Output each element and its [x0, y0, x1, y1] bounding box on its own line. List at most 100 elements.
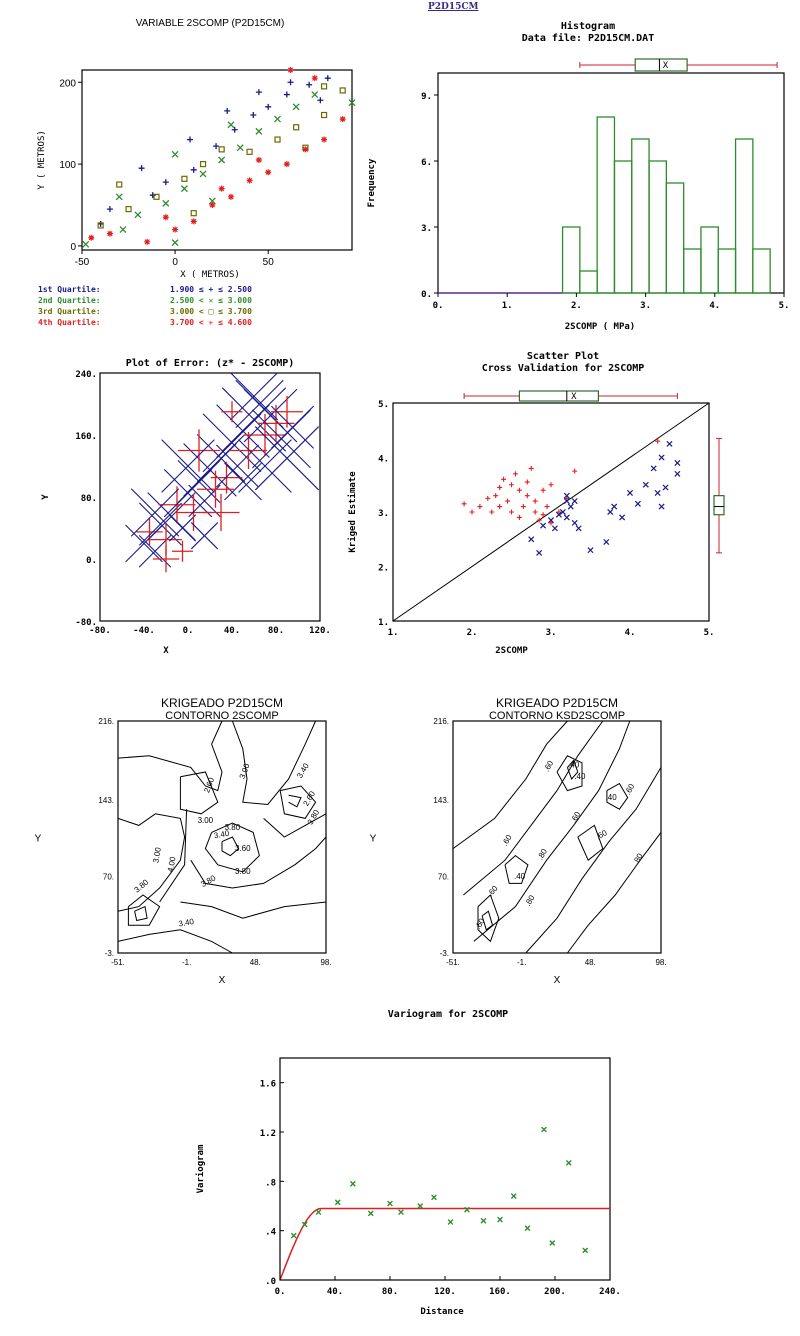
x-tick-label: 120.	[309, 626, 331, 636]
point-plus	[317, 97, 324, 104]
legend-label: 4th Quartile:	[38, 317, 101, 327]
contour-label: 3.80	[225, 823, 241, 832]
point-underestimate	[571, 519, 578, 526]
point-underestimate	[563, 498, 570, 505]
point-overestimate	[532, 509, 538, 515]
error-cross-negative	[254, 426, 320, 491]
variogram-point	[541, 1126, 547, 1133]
variogram-point	[549, 1240, 556, 1246]
point-underestimate	[607, 508, 614, 516]
x-tick-label: 0	[172, 257, 178, 268]
contour-line	[179, 771, 219, 815]
point-overestimate	[528, 465, 534, 471]
y-axis-label: Y	[370, 834, 377, 845]
x-tick-label: 98.	[320, 958, 331, 967]
point-underestimate	[634, 500, 641, 507]
point-underestimate	[626, 489, 634, 496]
error-cross-negative	[138, 502, 183, 546]
box-x-iqr	[518, 390, 599, 402]
contour1-panel: KRIGEADO P2D15CM CONTORNO 2SCOMP 2.60 3.00 3…	[20, 694, 350, 994]
point-star	[218, 185, 225, 192]
error-cross-negative	[221, 387, 287, 452]
point-x	[171, 150, 179, 158]
variogram-point	[290, 1232, 297, 1239]
x-tick-label: 3.	[640, 301, 651, 311]
point-plus	[213, 143, 220, 150]
point-square	[274, 136, 281, 143]
x-tick-label: 120.	[434, 1287, 456, 1297]
point-underestimate	[567, 503, 574, 510]
variogram-point	[398, 1209, 404, 1216]
point-overestimate	[540, 512, 546, 518]
plot-frame	[279, 1057, 611, 1281]
point-x	[236, 144, 244, 152]
point-overestimate	[564, 495, 570, 501]
location-map-panel: VARIABLE 2SCOMP (P2D15CM) -50 0 50 0 100 200 X …	[20, 10, 380, 335]
variogram-chart: Variogram for 2SCOMP 0. 40. 80. 120. 160. 200.…	[195, 1008, 621, 1317]
point-star	[321, 136, 328, 143]
point-overestimate	[516, 514, 522, 520]
error-plot-chart: Plot of Error: (z* - 2SCOMP) -80. -40. 0. 40…	[41, 358, 331, 656]
point-x	[218, 156, 226, 164]
point-overestimate	[524, 479, 530, 485]
point-star	[311, 75, 318, 82]
y-tick-label: .8	[265, 1178, 276, 1188]
legend-range: 1.900 ≤ + ≤ 2.500	[170, 285, 252, 294]
legend-range: 3.700 < ✳ ≤ 4.600	[170, 318, 252, 327]
point-plus	[162, 179, 169, 186]
point-star	[106, 230, 113, 237]
variogram-point	[582, 1247, 589, 1254]
x-tick-label: -51.	[446, 958, 460, 967]
point-plus	[306, 81, 313, 88]
contour-line	[606, 782, 629, 810]
point-x	[255, 127, 263, 135]
contour-label: 3.40	[295, 761, 311, 779]
point-x	[292, 103, 300, 111]
contour-line	[231, 720, 317, 806]
contour-label: 3.00	[238, 762, 252, 780]
y-tick-label: 3.	[421, 224, 432, 234]
error-cross-positive	[171, 540, 194, 562]
contour-line	[279, 785, 317, 819]
histogram-bar	[631, 138, 650, 294]
y-tick-label: 2.	[378, 564, 389, 574]
point-square	[125, 205, 132, 213]
y-tick-label: 216.	[98, 717, 114, 726]
y-tick-label: 0.	[86, 556, 97, 566]
point-overestimate	[512, 471, 518, 477]
x-tick-label: 40.	[224, 626, 240, 636]
point-overestimate	[544, 504, 550, 510]
point-plus	[138, 165, 145, 172]
x-tick-label: 2.	[467, 628, 478, 638]
error-cross-negative	[243, 388, 298, 443]
y-tick-label: 1.	[378, 618, 389, 628]
contour-label: 3.80	[306, 808, 322, 826]
contour-label: .40	[568, 760, 580, 769]
point-underestimate	[654, 489, 661, 496]
contour-label: 3.60	[235, 844, 251, 853]
x-tick-label: 1.	[502, 301, 513, 311]
point-overestimate	[524, 493, 530, 499]
x-tick-label: 80.	[382, 1287, 398, 1297]
contour-line	[577, 824, 604, 861]
y-axis-label: Y ( METROS)	[37, 130, 47, 190]
x-axis-label: 2SCOMP	[495, 646, 528, 656]
y-tick-label: 1.6	[260, 1080, 276, 1090]
histogram-bar	[596, 116, 616, 294]
point-x	[171, 239, 179, 247]
model-curve	[279, 1207, 610, 1281]
point-x	[311, 91, 319, 99]
point-x	[134, 211, 142, 219]
x-tick-label: -1.	[517, 958, 526, 967]
variogram-point	[417, 1203, 424, 1209]
error-cross-positive	[177, 429, 221, 472]
contour-label: .60	[569, 810, 583, 825]
x-tick-label: 0.	[275, 1287, 286, 1297]
histogram-bar	[717, 248, 737, 294]
point-star	[144, 238, 151, 245]
y-tick-label: -3.	[440, 949, 449, 958]
variogram-point	[497, 1216, 503, 1223]
contour-line	[288, 794, 302, 808]
